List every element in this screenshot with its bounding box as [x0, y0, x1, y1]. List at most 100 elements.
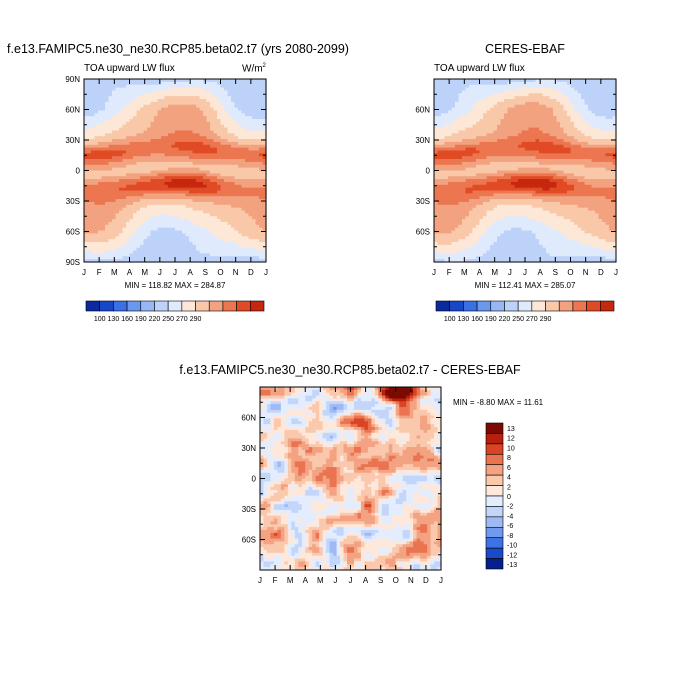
panel-model-cell [192, 116, 197, 120]
panel-obs-cell [486, 99, 491, 103]
panel-obs-cell [602, 150, 607, 154]
panel-model-cell [217, 87, 222, 92]
panel-model-cell [105, 219, 110, 223]
panel-model-cell [115, 107, 120, 112]
panel-obs-cell [511, 144, 516, 149]
panel-obs-cell [518, 101, 523, 106]
panel-model-cell [231, 130, 236, 134]
panel-obs-cell [521, 133, 526, 137]
panel-model-cell [220, 147, 225, 152]
panel-model-cell [189, 90, 194, 94]
panel-model-cell [171, 173, 176, 177]
panel-model-cell [178, 190, 183, 194]
panel-model-cell [171, 244, 176, 249]
panel-model-cell [147, 227, 152, 232]
panel-model-cell [259, 84, 264, 89]
panel-model-cell [255, 181, 260, 186]
panel-model-cell [182, 93, 187, 97]
panel-model-cell [213, 216, 218, 220]
panel-model-cell [245, 216, 250, 220]
panel-model-cell [241, 141, 246, 146]
panel-obs-cell [546, 156, 551, 160]
panel-model-cell [87, 201, 92, 206]
panel-model-cell [248, 107, 253, 112]
panel-model-cell [206, 144, 211, 149]
panel-model-cell [101, 207, 106, 212]
panel-obs-cell [507, 116, 512, 120]
panel-model-cell [105, 116, 110, 120]
panel-model-cell [105, 150, 110, 154]
panel-model-cell [224, 236, 229, 240]
panel-model-cell [91, 161, 96, 166]
panel-model-cell [119, 141, 124, 146]
panel-model-cell [98, 96, 103, 100]
panel-model-cell [143, 116, 148, 120]
panel-model-cell [245, 144, 250, 149]
panel-model-cell [154, 247, 159, 252]
panel-obs-cell [553, 116, 558, 120]
panel-model-cell [105, 233, 110, 237]
panel-obs-cell [539, 127, 544, 132]
panel-model-cell [129, 113, 134, 117]
panel-obs-cell [581, 121, 586, 126]
panel-model-cell [126, 144, 131, 149]
panel-model-cell [157, 113, 162, 117]
panel-model-cell [213, 204, 218, 209]
panel-obs-cell [521, 156, 526, 160]
panel-obs-cell [595, 90, 600, 94]
panel-model-cell [150, 184, 155, 189]
panel-model-cell [199, 164, 204, 169]
panel-model-cell [182, 190, 187, 194]
panel-obs-cell [448, 124, 453, 129]
panel-model-cell [112, 173, 117, 177]
panel-model-cell [143, 199, 148, 203]
panel-obs-cell [465, 110, 470, 114]
panel-model-cell [248, 219, 253, 223]
panel-model-cell [231, 147, 236, 152]
panel-model-cell [105, 113, 110, 117]
panel-model-cell [241, 250, 246, 255]
panel-obs-cell [486, 79, 491, 83]
panel-model-cell [105, 253, 110, 257]
panel-model-cell [224, 241, 229, 246]
panel-obs-cell [451, 104, 456, 109]
panel-model-cell [248, 113, 253, 117]
panel-model-cell [115, 256, 120, 260]
panel-model-cell [220, 107, 225, 112]
panel-model-cell [192, 193, 197, 197]
panel-model-cell [189, 181, 194, 186]
panel-model-cell [213, 184, 218, 189]
panel-obs-cell [462, 150, 467, 154]
panel-model-cell [182, 87, 187, 92]
panel-model-cell [164, 239, 169, 243]
panel-obs-cell [556, 139, 561, 143]
panel-model-cell [227, 99, 232, 103]
panel-model-cell [108, 127, 113, 132]
panel-model-cell [189, 147, 194, 152]
panel-obs-cell [486, 141, 491, 146]
panel-obs-cell [483, 153, 488, 157]
panel-obs-cell [598, 104, 603, 109]
panel-obs-cell [574, 161, 579, 166]
panel-model-cell [126, 181, 131, 186]
panel-obs-cell [598, 156, 603, 160]
panel-model-cell [199, 230, 204, 235]
panel-model-y-tick-label: 0 [76, 167, 81, 176]
panel-obs-cell [518, 81, 523, 86]
panel-model-cell [168, 144, 173, 149]
panel-obs-cell [451, 110, 456, 114]
panel-model-cell [119, 233, 124, 237]
panel-model-cell [136, 193, 141, 197]
panel-model-cell [255, 104, 260, 109]
panel-model-cell [161, 147, 166, 152]
panel-obs-cell [437, 81, 442, 86]
panel-model-cell [220, 161, 225, 166]
panel-model-cell [164, 121, 169, 126]
panel-model-cell [238, 190, 243, 194]
panel-model-cell [133, 156, 138, 160]
panel-obs-cell [521, 116, 526, 120]
panel-obs-cell [483, 107, 488, 112]
panel-model-cell [245, 156, 250, 160]
panel-model-cell [133, 159, 138, 163]
panel-model-cell [150, 210, 155, 214]
